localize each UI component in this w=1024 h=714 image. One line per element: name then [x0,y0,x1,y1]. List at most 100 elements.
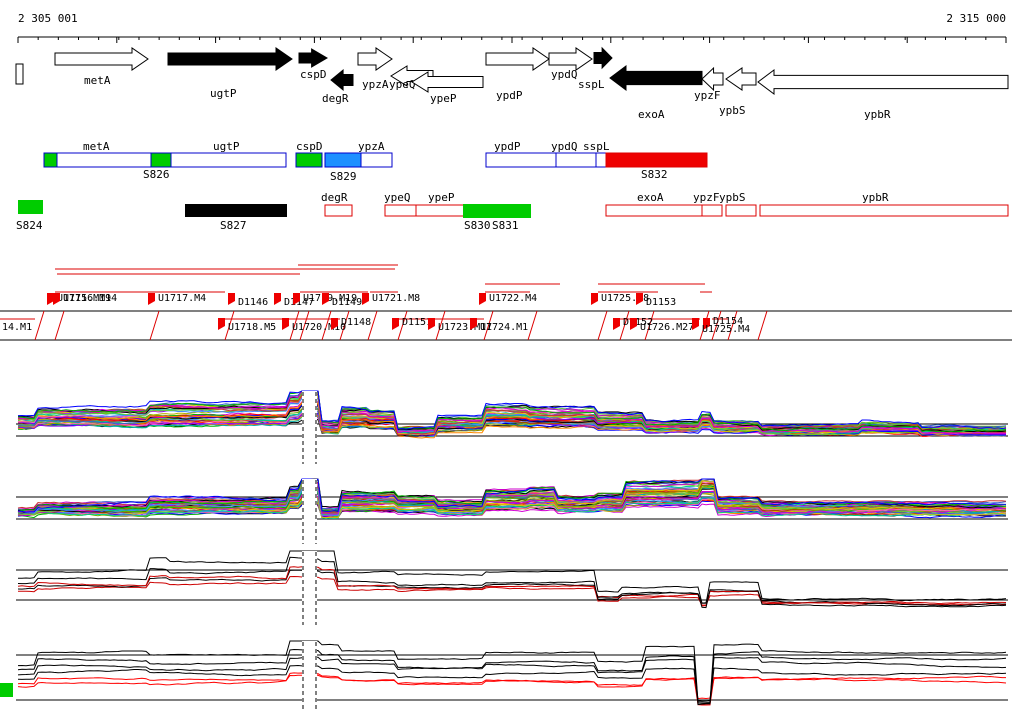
expression-track-1 [16,390,1008,465]
gene-label-ypdQ: ypdQ [551,68,578,81]
probe-D1149-flag-icon[interactable] [322,293,329,305]
segment-label-ypbR: ypbR [862,191,889,204]
segment-label-metA: metA [83,140,110,153]
signal-trace [17,478,1007,513]
gene-arrow-sspL[interactable] [593,46,613,70]
segment-box[interactable] [384,204,417,217]
probe-boundary-slash [483,310,494,341]
gene-label-ypzF: ypzF [694,89,721,102]
gene-label-ypdP: ypdP [496,89,523,102]
signal-trace [17,497,1007,520]
probe-U1726.M27-flag-icon[interactable] [630,318,637,330]
segment-label-S830: S830 [464,219,491,232]
segment-row-red: S824 S827 degR ypeQ ypeP S830 S831 exoA ypzF ypbS… [16,191,1009,232]
gene-arrow-ypdQ[interactable] [548,47,593,71]
gene-arrow-ypzF[interactable] [701,66,724,92]
probe-boundary-slash [597,310,608,341]
summary-track-1 [16,550,1008,626]
segment-box[interactable] [485,152,557,168]
probe-label-U1723.M17: U1723.M17 [438,322,492,333]
probe-D1153-flag-icon[interactable] [636,293,643,305]
probe-U1720.M10-flag-icon[interactable] [282,318,289,330]
gene-arrow-metA[interactable] [54,47,149,71]
probe-U1724.M1-flag-icon[interactable] [470,318,477,330]
gene-arrow-ypdP[interactable] [485,47,550,71]
gene-label-ypzA: ypzA [362,78,389,91]
discontinuity-mask [302,391,317,465]
segment-box[interactable] [701,204,723,217]
probe-U1722.M4-flag-icon[interactable] [479,293,486,305]
segment-box[interactable] [150,152,172,168]
gene-arrow-degR[interactable] [330,68,354,92]
segment-box[interactable] [605,152,708,168]
segment-box[interactable] [295,152,323,168]
segment-box[interactable] [170,152,287,168]
probe-label-U1725.M8: U1725.M8 [601,293,649,304]
probe-boundary-slash [299,310,310,341]
ruler [17,36,1007,43]
segment-box[interactable] [18,200,43,214]
probe-label-U1715.M19: U1715.M19 [57,293,111,304]
probe-U1719.M19-flag-icon[interactable] [293,293,300,305]
segment-label-exoA: exoA [637,191,664,204]
summary-track-2 [16,640,1008,710]
segment-box[interactable] [360,152,393,168]
probe-U1715.M19-flag-icon[interactable] [47,293,54,305]
probe-D1147-flag-icon[interactable] [274,293,281,305]
segment-box[interactable] [185,204,287,217]
gene-label-ypbS: ypbS [719,104,746,117]
signal-trace [17,484,1007,515]
gene-arrow-exoA[interactable] [609,65,703,91]
segment-box[interactable] [324,204,353,217]
signal-trace [17,478,1007,513]
segment-box[interactable] [43,152,58,168]
segment-box[interactable] [555,152,597,168]
probe-boundary-slash [435,310,446,341]
probe-boundary-slash [34,310,45,341]
probe-D1152-flag-icon[interactable] [613,318,620,330]
probe-U1718.M5-flag-icon[interactable] [218,318,225,330]
gene-arrow-ypeP[interactable] [411,71,484,93]
segment-box[interactable] [605,204,703,217]
segment-box[interactable] [759,204,1009,217]
probe-D1154-flag-icon[interactable] [703,318,710,330]
probe-D1151-flag-icon[interactable] [392,318,399,330]
segment-label-S831: S831 [492,219,519,232]
probe-label-U1724.M1: U1724.M1 [480,322,528,333]
segment-box[interactable] [725,204,757,217]
gene-arrow-ypbS[interactable] [725,67,757,91]
signal-trace [17,490,1007,517]
probe-boundary-slash [54,310,65,341]
probe-D1146-flag-icon[interactable] [228,293,235,305]
signal-trace [17,656,1007,702]
segment-label-ypzA: ypzA [358,140,385,153]
gene-arrow-cspD[interactable] [298,48,328,68]
segment-box[interactable] [56,152,152,168]
segment-box[interactable] [324,152,362,168]
probe-U1721.M8-flag-icon[interactable] [362,293,369,305]
gene-label-ypeP: ypeP [430,92,457,105]
probe-U1717.M4-flag-icon[interactable] [148,293,155,305]
signal-trace [17,674,1007,700]
gene-label-metA: metA [84,74,111,87]
probe-U1725.M8-flag-icon[interactable] [591,293,598,305]
probe-D1148-flag-icon[interactable] [331,318,338,330]
gene-arrow-ypzA[interactable] [357,47,393,71]
segment-box[interactable] [463,204,531,218]
gene-arrow-ypbR[interactable] [757,69,1009,95]
probe-U1716.M14-flag-icon[interactable] [53,293,60,305]
segment-label-ypeQ: ypeQ [384,191,411,204]
probe-label-U1716.M14: U1716.M14 [63,293,117,304]
probe-boundary-slash [224,310,235,341]
gene-arrow-ugtP[interactable] [167,47,293,71]
probe-U1723.M17-flag-icon[interactable] [428,318,435,330]
segment-box[interactable] [595,152,607,168]
probe-boundary-slash [367,310,378,341]
probe-boundary-slash [397,310,408,341]
segment-row-blue: metA ugtP cspD ypzA ypdP ypdQ sspL S826 S829 S832 [43,140,708,183]
probe-U1725.M4-flag-icon[interactable] [692,318,699,330]
signal-trace [17,672,1006,706]
gene-arrow-partial[interactable] [15,63,24,85]
